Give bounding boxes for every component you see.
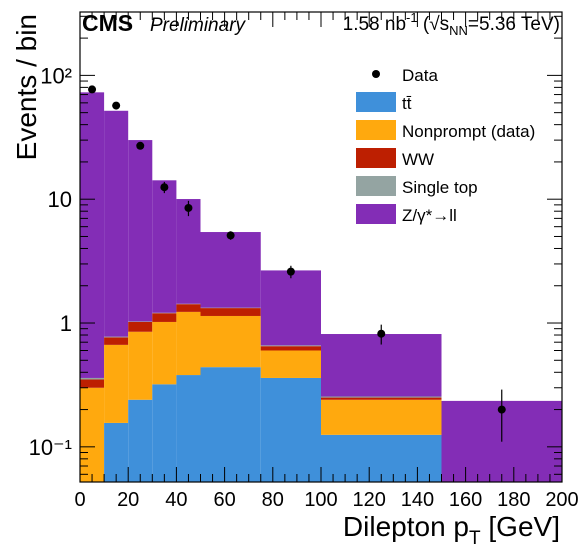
x-tick-label: 180: [497, 489, 530, 511]
legend-swatch: [356, 176, 396, 196]
x-label-sub: T: [469, 528, 481, 549]
stack-segment: [128, 321, 153, 332]
x-tick-label: 40: [165, 489, 187, 511]
legend-label: Nonprompt (data): [402, 122, 535, 141]
stack-segment: [152, 384, 177, 482]
stack-segment: [176, 199, 201, 304]
stack-segment: [260, 350, 321, 378]
stack-segment: [200, 308, 261, 316]
y-axis-label: Events / bin: [11, 14, 42, 160]
stack-segment: [128, 331, 153, 400]
stack-segment: [104, 337, 129, 345]
stack-segment: [152, 180, 177, 313]
lumi-value: 1.58 nb: [343, 14, 406, 35]
stack-segment: [200, 367, 261, 482]
legend-label: WW: [402, 150, 434, 169]
data-point: [160, 183, 169, 192]
data-point: [286, 267, 295, 276]
stack-segment: [104, 336, 129, 338]
stack-segment: [176, 311, 201, 376]
stack-segment: [321, 397, 442, 400]
legend-label: Data: [402, 66, 438, 85]
legend-label: Single top: [402, 178, 478, 197]
legend-label: Z/γ*→ll: [402, 206, 457, 225]
stack-segment: [176, 375, 201, 482]
data-point: [226, 231, 235, 240]
x-tick-label: 100: [304, 489, 337, 511]
stack-segment: [260, 377, 321, 482]
x-tick-label: 80: [262, 489, 284, 511]
stack-segment: [104, 110, 129, 337]
status: Preliminary: [150, 15, 247, 36]
legend-label: tt̄: [402, 94, 412, 113]
stack-segment: [80, 379, 105, 388]
legend-swatch: [356, 204, 396, 224]
x-label-main: Dilepton p: [343, 511, 469, 542]
stack-segment: [152, 313, 177, 322]
legend-swatch: [356, 148, 396, 168]
y-tick-label: 1: [60, 311, 72, 336]
x-axis-label: Dilepton pT [GeV]: [343, 511, 560, 549]
stack-segment: [128, 140, 153, 322]
lumi-sup: -1: [406, 10, 418, 25]
data-point: [184, 203, 193, 212]
data-point: [136, 141, 145, 150]
stack-segment: [152, 321, 177, 385]
stack-segment: [260, 346, 321, 351]
lumi-sub: NN: [449, 23, 468, 38]
legend-marker: [372, 70, 380, 78]
y-tick-label: 10: [48, 187, 72, 212]
stack-segment: [104, 344, 129, 423]
x-tick-label: 140: [401, 489, 434, 511]
stack-segment: [260, 345, 321, 347]
stack-segment: [200, 315, 261, 368]
y-tick-label: 10⁻¹: [29, 435, 72, 460]
stack-segment: [200, 232, 261, 308]
stack-segment: [80, 387, 105, 482]
data-point: [88, 85, 97, 94]
y-tick-label: 10²: [40, 63, 72, 88]
stack-segment: [80, 377, 105, 380]
legend-swatch: [356, 92, 396, 112]
experiment: CMS: [82, 10, 133, 36]
stack-segment: [128, 321, 153, 322]
x-tick-label: 60: [213, 489, 235, 511]
stack-segment: [260, 270, 321, 346]
stack-segment: [104, 422, 129, 482]
stack-segment: [321, 399, 442, 435]
x-label-unit: [GeV]: [481, 511, 560, 542]
lumi-open: (√s: [418, 14, 450, 35]
x-tick-label: 160: [449, 489, 482, 511]
legend-swatch: [356, 120, 396, 140]
x-tick-label: 120: [353, 489, 386, 511]
stack-segment: [128, 399, 153, 482]
lumi: 1.58 nb-1 (√sNN=5.36 TeV): [343, 10, 560, 38]
data-point: [112, 101, 121, 110]
stack-segment: [321, 396, 442, 398]
stack-segment: [176, 304, 201, 312]
x-tick-label: 0: [74, 489, 85, 511]
data-point: [497, 405, 506, 414]
data-point: [377, 329, 386, 338]
x-tick-label: 20: [117, 489, 139, 511]
x-tick-label: 200: [545, 489, 578, 511]
